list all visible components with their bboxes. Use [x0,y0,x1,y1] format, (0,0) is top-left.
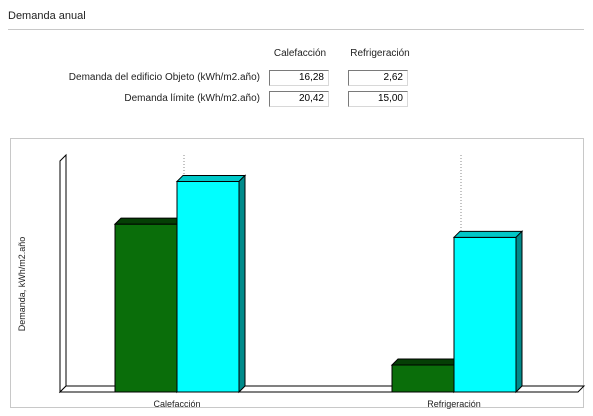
demanda-objeto-refrigeracion-field: 2,62 [348,70,408,86]
bar-objeto-calefaccion [114,223,178,393]
bar-side-1-1 [515,230,523,394]
column-header-calefaccion: Calefacción [273,48,327,59]
x-tick-label-calefaccion: Calefacción [153,399,200,409]
demanda-limite-refrigeracion-field: 15,00 [348,91,408,107]
bar-side-1-0 [238,174,246,394]
row-label-demanda-limite: Demanda límite (kWh/m2.año) [124,93,260,104]
bar-objeto-refrigeracion [391,364,455,393]
demanda-limite-calefaccion-field: 20,42 [269,91,329,107]
column-header-refrigeracion: Refrigeración [350,48,410,59]
bar-top-1-1 [452,230,524,238]
chart-panel [10,138,584,408]
demanda-objeto-calefaccion-field: 16,28 [269,70,329,86]
bar-top-0-0 [113,217,185,225]
bar-limite-refrigeracion [453,236,517,393]
chart-left-wall [59,153,67,394]
bar-limite-calefaccion [176,180,240,393]
bar-top-0-1 [390,358,462,366]
x-tick-label-refrigeracion: Refrigeración [427,399,481,409]
group-divider [8,29,584,30]
row-label-demanda-objeto: Demanda del edificio Objeto (kWh/m2.año) [68,72,260,83]
group-title: Demanda anual [8,10,86,22]
bar-top-1-0 [175,174,247,182]
